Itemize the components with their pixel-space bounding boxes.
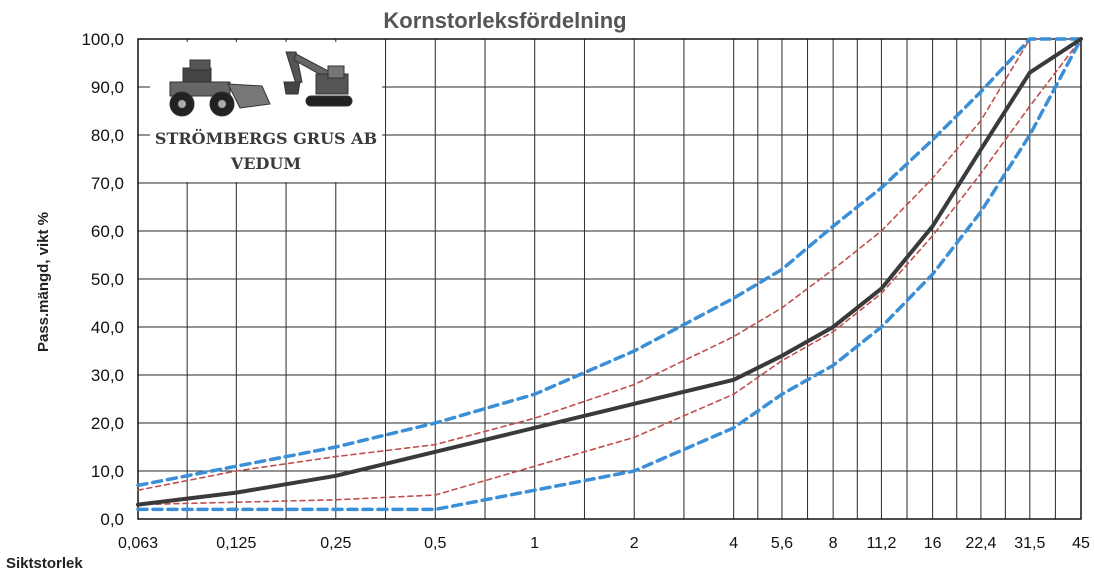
x-tick-label: 0,125 — [216, 535, 256, 552]
x-tick-label: 16 — [924, 535, 942, 552]
x-tick-label: 4 — [729, 535, 738, 552]
x-tick-label: 0,063 — [118, 535, 158, 552]
company-name: STRÖMBERGS GRUS AB — [155, 128, 377, 148]
y-tick-label: 60,0 — [91, 222, 124, 241]
x-tick-label: 2 — [630, 535, 639, 552]
plot-frame — [137, 38, 1082, 520]
x-tick-label: 0,25 — [320, 535, 351, 552]
x-tick-label: 31,5 — [1014, 535, 1045, 552]
y-axis-label: Pass.mängd, vikt % — [35, 212, 52, 352]
series-line-1 — [136, 37, 1083, 488]
wheel-loader-icon — [169, 59, 271, 117]
chart-grid — [137, 38, 1082, 520]
excavator-icon — [283, 51, 353, 107]
x-axis-label: Siktstorlek — [6, 555, 83, 572]
x-tick-label: 1 — [530, 535, 539, 552]
series-lines — [136, 37, 1083, 512]
y-tick-label: 50,0 — [91, 270, 124, 289]
x-tick-label: 5,6 — [771, 535, 793, 552]
y-tick-label: 90,0 — [91, 78, 124, 97]
company-logo: STRÖMBERGS GRUS AB VEDUM — [150, 42, 382, 182]
series-line-0 — [136, 37, 1083, 507]
x-tick-label: 0,5 — [424, 535, 446, 552]
series-line-4 — [137, 38, 1082, 506]
x-tick-label: 8 — [829, 535, 838, 552]
y-tick-label: 30,0 — [91, 366, 124, 385]
company-location: VEDUM — [230, 154, 301, 173]
y-tick-label: 70,0 — [91, 174, 124, 193]
x-tick-labels: 0,063 0,125 0,25 0,5 1 2 4 5,6 8 11,2 16 22,4 31,5 45 — [118, 535, 1090, 552]
x-tick-label: 22,4 — [965, 535, 996, 552]
y-tick-label: 40,0 — [91, 318, 124, 337]
chart-title: Kornstorleksfördelning — [383, 8, 626, 33]
y-tick-label: 20,0 — [91, 414, 124, 433]
y-tick-label: 10,0 — [91, 462, 124, 481]
series-line-3 — [137, 38, 1082, 491]
x-tick-label: 11,2 — [866, 535, 896, 552]
y-tick-label: 100,0 — [81, 30, 124, 49]
x-tick-label: 45 — [1072, 535, 1090, 552]
series-line-2 — [136, 37, 1083, 512]
y-tick-labels: 0,0 10,0 20,0 30,0 40,0 50,0 60,0 70,0 80,0 90,0 1… — [81, 30, 124, 529]
y-tick-label: 80,0 — [91, 126, 124, 145]
y-tick-label: 0,0 — [100, 510, 124, 529]
